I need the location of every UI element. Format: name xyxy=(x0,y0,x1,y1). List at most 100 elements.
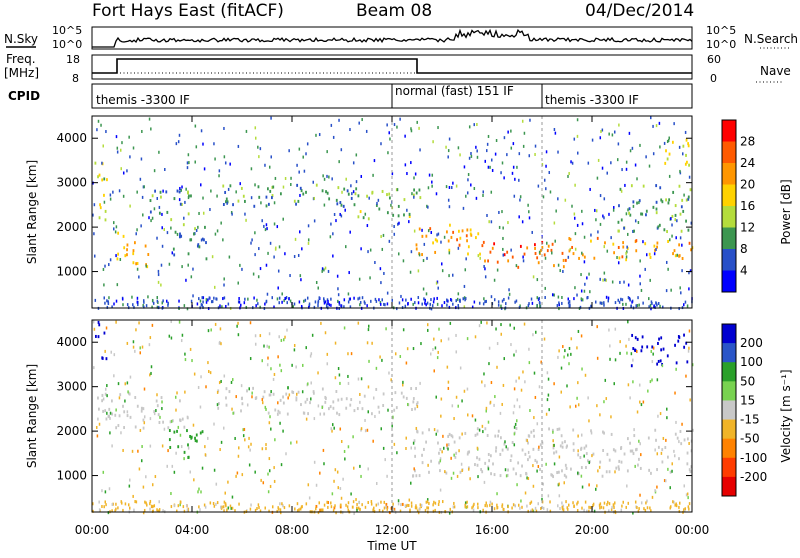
data-cell xyxy=(461,229,464,233)
data-cell xyxy=(141,445,143,449)
data-cell xyxy=(251,391,253,395)
data-cell xyxy=(334,376,337,380)
data-cell xyxy=(391,298,393,302)
data-cell xyxy=(310,381,312,385)
data-cell xyxy=(321,405,324,409)
data-cell xyxy=(556,304,559,308)
data-cell xyxy=(327,407,330,411)
data-cell xyxy=(315,133,317,137)
data-cell xyxy=(487,467,490,471)
data-cell xyxy=(263,307,266,311)
data-cell xyxy=(382,233,385,237)
data-cell xyxy=(210,328,212,332)
data-cell xyxy=(143,300,145,304)
data-cell xyxy=(105,326,108,330)
data-cell xyxy=(158,508,161,512)
data-cell xyxy=(482,430,484,434)
data-cell xyxy=(477,475,479,479)
data-cell xyxy=(333,479,335,483)
colorbar-swatch xyxy=(722,362,736,382)
data-cell xyxy=(113,302,115,306)
data-cell xyxy=(558,427,561,431)
data-cell xyxy=(451,273,454,277)
data-cell xyxy=(447,198,450,202)
data-cell xyxy=(254,470,256,474)
data-cell xyxy=(121,141,123,145)
data-cell xyxy=(567,255,570,259)
data-cell xyxy=(634,348,636,352)
data-cell xyxy=(142,304,144,308)
data-cell xyxy=(256,506,258,510)
data-cell xyxy=(533,371,536,375)
data-cell xyxy=(512,411,515,415)
data-cell xyxy=(461,432,463,436)
data-cell xyxy=(104,301,106,305)
data-cell xyxy=(371,190,374,194)
data-cell xyxy=(603,301,605,305)
data-cell xyxy=(557,263,560,267)
data-cell xyxy=(427,463,429,467)
data-cell xyxy=(330,501,332,505)
data-cell xyxy=(538,385,541,389)
data-cell xyxy=(128,135,130,139)
data-cell xyxy=(217,389,220,393)
data-cell xyxy=(248,436,250,440)
data-cell xyxy=(195,439,198,443)
data-cell xyxy=(384,303,386,307)
data-cell xyxy=(216,501,219,505)
data-cell xyxy=(392,509,395,513)
data-cell xyxy=(437,350,439,354)
data-cell xyxy=(513,353,515,357)
data-cell xyxy=(194,160,196,164)
data-cell xyxy=(175,408,177,412)
data-cell xyxy=(231,212,233,216)
data-cell xyxy=(193,232,195,236)
data-cell xyxy=(156,236,158,240)
data-cell xyxy=(343,187,346,191)
data-cell xyxy=(484,267,486,271)
data-cell xyxy=(346,505,349,509)
data-cell xyxy=(183,509,186,513)
data-cell xyxy=(341,511,344,515)
data-cell xyxy=(574,247,577,251)
data-cell xyxy=(179,232,181,236)
data-cell xyxy=(580,289,583,293)
data-cell xyxy=(131,295,133,299)
data-cell xyxy=(450,456,452,460)
data-cell xyxy=(617,245,620,249)
data-cell xyxy=(210,300,213,304)
data-cell xyxy=(450,434,453,438)
data-cell xyxy=(534,458,537,462)
data-cell xyxy=(604,378,607,382)
data-cell xyxy=(526,439,529,443)
data-cell xyxy=(529,409,531,413)
data-cell xyxy=(339,503,342,507)
data-cell xyxy=(128,484,131,488)
data-cell xyxy=(315,280,318,284)
data-cell xyxy=(127,503,130,507)
data-cell xyxy=(302,192,305,196)
data-cell xyxy=(432,503,434,507)
data-cell xyxy=(609,357,611,361)
data-cell xyxy=(279,398,282,402)
data-cell xyxy=(195,433,198,437)
data-cell xyxy=(414,172,417,176)
data-cell xyxy=(536,304,538,308)
colorbar-frame xyxy=(721,119,737,293)
data-cell xyxy=(327,301,329,305)
data-cell xyxy=(207,329,210,333)
data-cell xyxy=(487,465,490,469)
data-cell xyxy=(414,454,417,458)
data-cell xyxy=(499,436,502,440)
data-cell xyxy=(135,262,138,266)
data-cell xyxy=(433,428,436,432)
data-cell xyxy=(602,506,605,510)
data-cell xyxy=(605,397,608,401)
data-cell xyxy=(655,207,658,211)
data-cell xyxy=(178,198,181,202)
data-cell xyxy=(545,187,547,191)
data-cell xyxy=(423,242,426,246)
data-cell xyxy=(626,351,628,355)
data-cell xyxy=(209,501,212,505)
data-cell xyxy=(501,210,503,214)
